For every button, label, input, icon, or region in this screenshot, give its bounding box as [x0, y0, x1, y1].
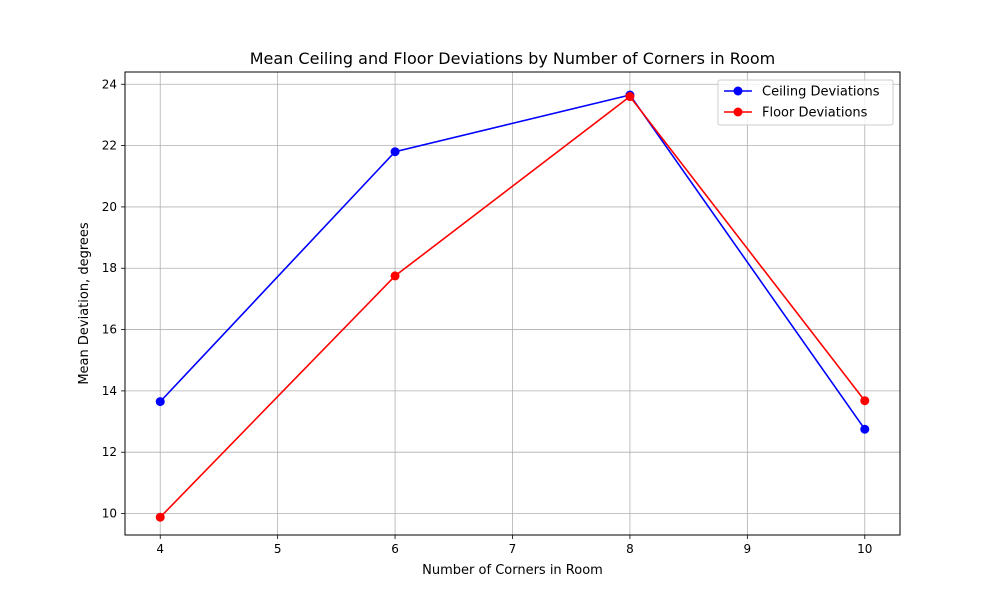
series-group: [155, 90, 870, 522]
plot-frame: [124, 71, 901, 536]
grid: [125, 72, 900, 535]
y-tick-label: 24: [102, 77, 117, 91]
x-tick-label: 9: [744, 542, 752, 556]
series-floor: [155, 92, 870, 522]
legend: Ceiling Deviations Floor Deviations: [717, 79, 894, 126]
y-tick-label: 20: [102, 200, 117, 214]
y-tick-label: 22: [102, 139, 117, 153]
y-tick-label: 10: [102, 507, 117, 521]
data-point: [390, 147, 400, 157]
x-tick-label: 6: [391, 542, 399, 556]
legend-label: Floor Deviations: [762, 106, 868, 121]
y-tick-label: 16: [102, 323, 117, 337]
data-point: [860, 396, 870, 406]
x-tick-label: 5: [274, 542, 282, 556]
data-point: [155, 397, 165, 407]
legend-box: [717, 79, 894, 126]
legend-label: Ceiling Deviations: [762, 85, 880, 100]
x-tick-label: 4: [156, 542, 164, 556]
legend-marker: [733, 107, 743, 117]
legend-marker: [733, 86, 743, 96]
x-tick-label: 10: [857, 542, 872, 556]
series-line: [159, 95, 866, 518]
data-point: [155, 512, 165, 522]
y-axis-label: Mean Deviation, degrees: [77, 222, 92, 385]
y-tick-label: 12: [102, 445, 117, 459]
axis-ticks: 4 5 6 7 8 9 10 10 12 14 16 18 20 22 24: [102, 77, 873, 556]
data-point: [860, 424, 870, 434]
data-point: [390, 271, 400, 281]
x-axis-label: Number of Corners in Room: [422, 563, 603, 578]
x-tick-label: 8: [626, 542, 634, 556]
x-tick-label: 7: [509, 542, 517, 556]
data-point: [625, 92, 635, 102]
y-tick-label: 18: [102, 261, 117, 275]
chart-title: Mean Ceiling and Floor Deviations by Num…: [250, 49, 776, 68]
series-line: [159, 94, 866, 430]
y-tick-label: 14: [102, 384, 117, 398]
